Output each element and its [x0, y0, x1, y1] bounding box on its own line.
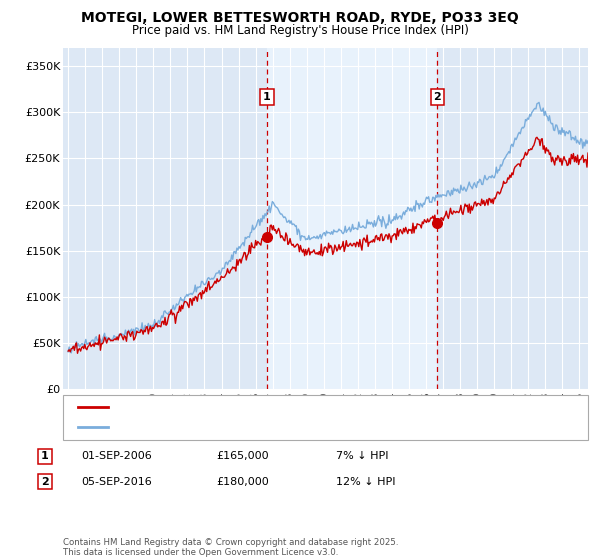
Text: 7% ↓ HPI: 7% ↓ HPI: [336, 451, 389, 461]
Text: Contains HM Land Registry data © Crown copyright and database right 2025.
This d: Contains HM Land Registry data © Crown c…: [63, 538, 398, 557]
Bar: [267, 48, 437, 389]
Text: MOTEGI, LOWER BETTESWORTH ROAD, RYDE, PO33 3EQ: MOTEGI, LOWER BETTESWORTH ROAD, RYDE, PO…: [81, 11, 519, 25]
Text: HPI: Average price, semi-detached house, Isle of Wight: HPI: Average price, semi-detached house,…: [117, 422, 391, 432]
Text: £165,000: £165,000: [216, 451, 269, 461]
Text: 05-SEP-2016: 05-SEP-2016: [81, 477, 152, 487]
Text: 1: 1: [41, 451, 49, 461]
Text: £180,000: £180,000: [216, 477, 269, 487]
Text: 12% ↓ HPI: 12% ↓ HPI: [336, 477, 395, 487]
Text: 2: 2: [434, 92, 442, 102]
Text: Price paid vs. HM Land Registry's House Price Index (HPI): Price paid vs. HM Land Registry's House …: [131, 24, 469, 36]
Text: MOTEGI, LOWER BETTESWORTH ROAD, RYDE, PO33 3EQ (semi-detached house): MOTEGI, LOWER BETTESWORTH ROAD, RYDE, PO…: [117, 402, 515, 412]
Text: 01-SEP-2006: 01-SEP-2006: [81, 451, 152, 461]
Text: 1: 1: [263, 92, 271, 102]
Text: 2: 2: [41, 477, 49, 487]
